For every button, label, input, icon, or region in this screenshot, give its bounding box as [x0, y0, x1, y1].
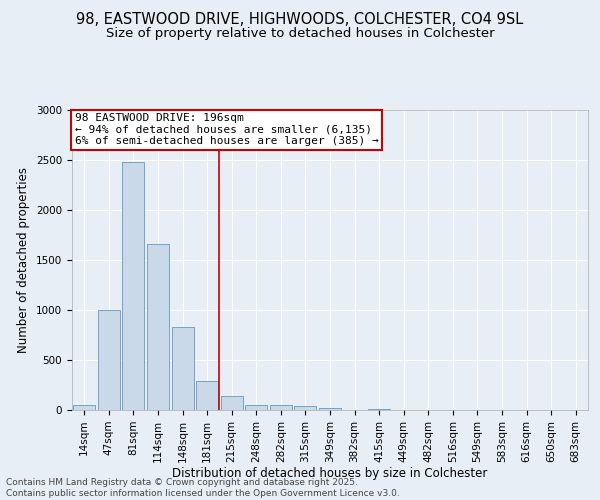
X-axis label: Distribution of detached houses by size in Colchester: Distribution of detached houses by size …	[172, 468, 488, 480]
Text: Size of property relative to detached houses in Colchester: Size of property relative to detached ho…	[106, 28, 494, 40]
Bar	[98, 310, 120, 410]
Bar	[245, 404, 268, 410]
Bar	[122, 162, 145, 410]
Bar	[172, 327, 194, 410]
Bar	[73, 405, 95, 410]
Bar	[221, 396, 243, 410]
Text: 98 EASTWOOD DRIVE: 196sqm
← 94% of detached houses are smaller (6,135)
6% of sem: 98 EASTWOOD DRIVE: 196sqm ← 94% of detac…	[74, 113, 379, 146]
Y-axis label: Number of detached properties: Number of detached properties	[17, 167, 31, 353]
Bar	[270, 405, 292, 410]
Text: Contains HM Land Registry data © Crown copyright and database right 2025.
Contai: Contains HM Land Registry data © Crown c…	[6, 478, 400, 498]
Text: 98, EASTWOOD DRIVE, HIGHWOODS, COLCHESTER, CO4 9SL: 98, EASTWOOD DRIVE, HIGHWOODS, COLCHESTE…	[76, 12, 524, 28]
Bar	[319, 408, 341, 410]
Bar	[368, 409, 390, 410]
Bar	[196, 381, 218, 410]
Bar	[147, 244, 169, 410]
Bar	[295, 406, 316, 410]
